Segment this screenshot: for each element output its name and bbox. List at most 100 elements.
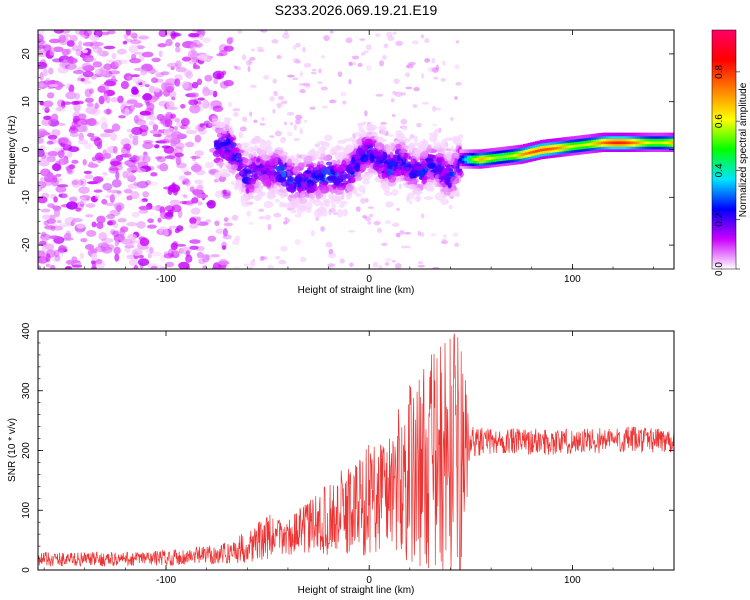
spectrogram-tone-cell (632, 140, 636, 145)
spectrogram-tone-cell (610, 135, 614, 139)
spectrogram-ridge-blob (240, 169, 244, 175)
spectrogram-noise-blob (213, 78, 219, 85)
spectrogram-tone-cell (510, 150, 514, 155)
spectrogram-ridge-blob (354, 193, 363, 197)
spectrogram-tone-cell (632, 137, 636, 142)
spectrogram-tone-cell (632, 148, 636, 153)
spectrogram-noise-blob (430, 233, 437, 237)
spectrogram-noise-blob (383, 43, 389, 49)
spectrogram-tone-cell (478, 152, 482, 156)
spectrogram-tone-cell (583, 142, 587, 147)
spectrogram-tone-cell (647, 148, 651, 153)
spectrogram-ridge-blob (286, 176, 294, 182)
spectrogram-ridge-blob (414, 151, 420, 158)
spectrogram-tone-cell (459, 157, 463, 161)
spectrogram-tone-cell (537, 143, 541, 147)
x-tick-label: -100 (156, 575, 176, 586)
spectrogram-ridge-blob (258, 139, 268, 145)
spectrogram-tone-cell (525, 143, 529, 148)
spectrogram-noise-blob (431, 105, 437, 112)
spectrogram-noise-blob (159, 266, 168, 269)
spectrogram-noise-blob (179, 200, 188, 205)
spectrogram-noise-blob (126, 128, 132, 133)
spectrogram-noise-blob (156, 264, 164, 269)
spectrogram-noise-blob (86, 102, 94, 107)
spectrogram-tone-cell (656, 132, 660, 137)
spectrogram-noise-blob (271, 39, 279, 44)
spectrogram-tone-cell (520, 147, 524, 151)
spectrogram-noise-blob (92, 41, 104, 47)
spectrogram-noise-blob (137, 258, 150, 266)
spectrogram-noise-blob (189, 92, 199, 98)
spectrogram-noise-blob (174, 152, 184, 158)
spectrogram-ridge-blob (379, 155, 384, 161)
spectrogram-noise-blob (375, 93, 384, 97)
spectrogram-tone-cell (561, 139, 565, 144)
spectrogram-tone-cell (671, 135, 674, 139)
spectrogram-tone-cell (654, 145, 658, 150)
spectrogram-noise-blob (101, 122, 108, 130)
spectrogram-tone-cell (535, 149, 539, 153)
spectrogram-noise-blob (123, 73, 133, 81)
spectrogram-noise-blob (210, 253, 220, 258)
spectrogram-tone-cell (532, 149, 536, 154)
spectrogram-tone-cell (615, 132, 619, 137)
spectrogram-noise-blob (452, 232, 459, 237)
spectrogram-tone-cell (466, 154, 470, 159)
spectrogram-tone-cell (620, 137, 624, 142)
spectrogram-noise-blob (150, 181, 159, 187)
spectrogram-ridge-blob (373, 136, 384, 140)
spectrogram-noise-blob (174, 118, 181, 123)
spectrogram-tone-cell (608, 140, 612, 145)
spectrogram-ridge-blob (447, 182, 452, 189)
spectrogram-tone-cell (637, 135, 641, 139)
spectrogram-noise-blob (75, 207, 82, 212)
spectrogram-ridge-blob (290, 208, 297, 214)
spectrogram-noise-blob (212, 105, 224, 112)
spectrogram-tone-cell (605, 135, 609, 139)
spectrogram-noise-blob (39, 71, 44, 81)
spectrogram-noise-blob (51, 256, 62, 263)
spectrogram-ridge-blob (356, 138, 362, 144)
spectrogram-ridge-blob (362, 121, 367, 125)
spectrogram-tone-cell (586, 147, 590, 152)
spectrogram-tone-cell (632, 145, 636, 150)
spectrogram-tone-cell (532, 152, 536, 156)
spectrogram-noise-blob (260, 30, 268, 33)
spectrogram-ridge-blob (230, 163, 238, 171)
spectrogram-tone-cell (591, 144, 595, 149)
spectrogram-noise-blob (118, 115, 126, 119)
spectrogram-tone-cell (595, 141, 599, 145)
spectrogram-noise-blob (85, 106, 98, 115)
spectrogram-noise-blob (127, 233, 137, 241)
spectrogram-tone-cell (488, 150, 492, 155)
spectrogram-tone-cell (613, 140, 617, 145)
spectrogram-tone-cell (556, 148, 560, 153)
spectrogram-noise-blob (101, 198, 108, 205)
y-tick-label: 0 (21, 146, 32, 152)
spectrogram-noise-blob (400, 118, 408, 125)
spectrogram-tone-cell (478, 149, 482, 153)
spectrogram-noise-blob (44, 172, 55, 180)
spectrogram-noise-blob (170, 113, 176, 119)
spectrogram-noise-blob (248, 266, 253, 269)
spectrogram-noise-blob (175, 156, 182, 166)
spectrogram-noise-blob (78, 186, 90, 194)
spectrogram-noise-blob (58, 157, 69, 165)
spectrogram-tone-cell (559, 153, 563, 157)
spectrogram-ridge-blob (308, 185, 315, 194)
spectrogram-tone-cell (586, 139, 590, 144)
spectrogram-tone-cell (600, 135, 604, 139)
spectrogram-noise-blob (340, 91, 347, 97)
spectrogram-tone-cell (527, 148, 531, 152)
spectrogram-tone-cell (505, 148, 509, 153)
spectrogram-noise-blob (327, 263, 336, 267)
spectrogram-ridge-blob (250, 157, 256, 162)
spectrogram-cells (38, 30, 674, 269)
spectrogram-noise-blob (329, 100, 335, 104)
spectrogram-noise-blob (51, 58, 64, 63)
spectrogram-noise-blob (364, 110, 368, 117)
spectrogram-noise-blob (109, 194, 115, 203)
spectrogram-ridge-blob (413, 135, 419, 143)
spectrogram-tone-cell (532, 144, 536, 148)
